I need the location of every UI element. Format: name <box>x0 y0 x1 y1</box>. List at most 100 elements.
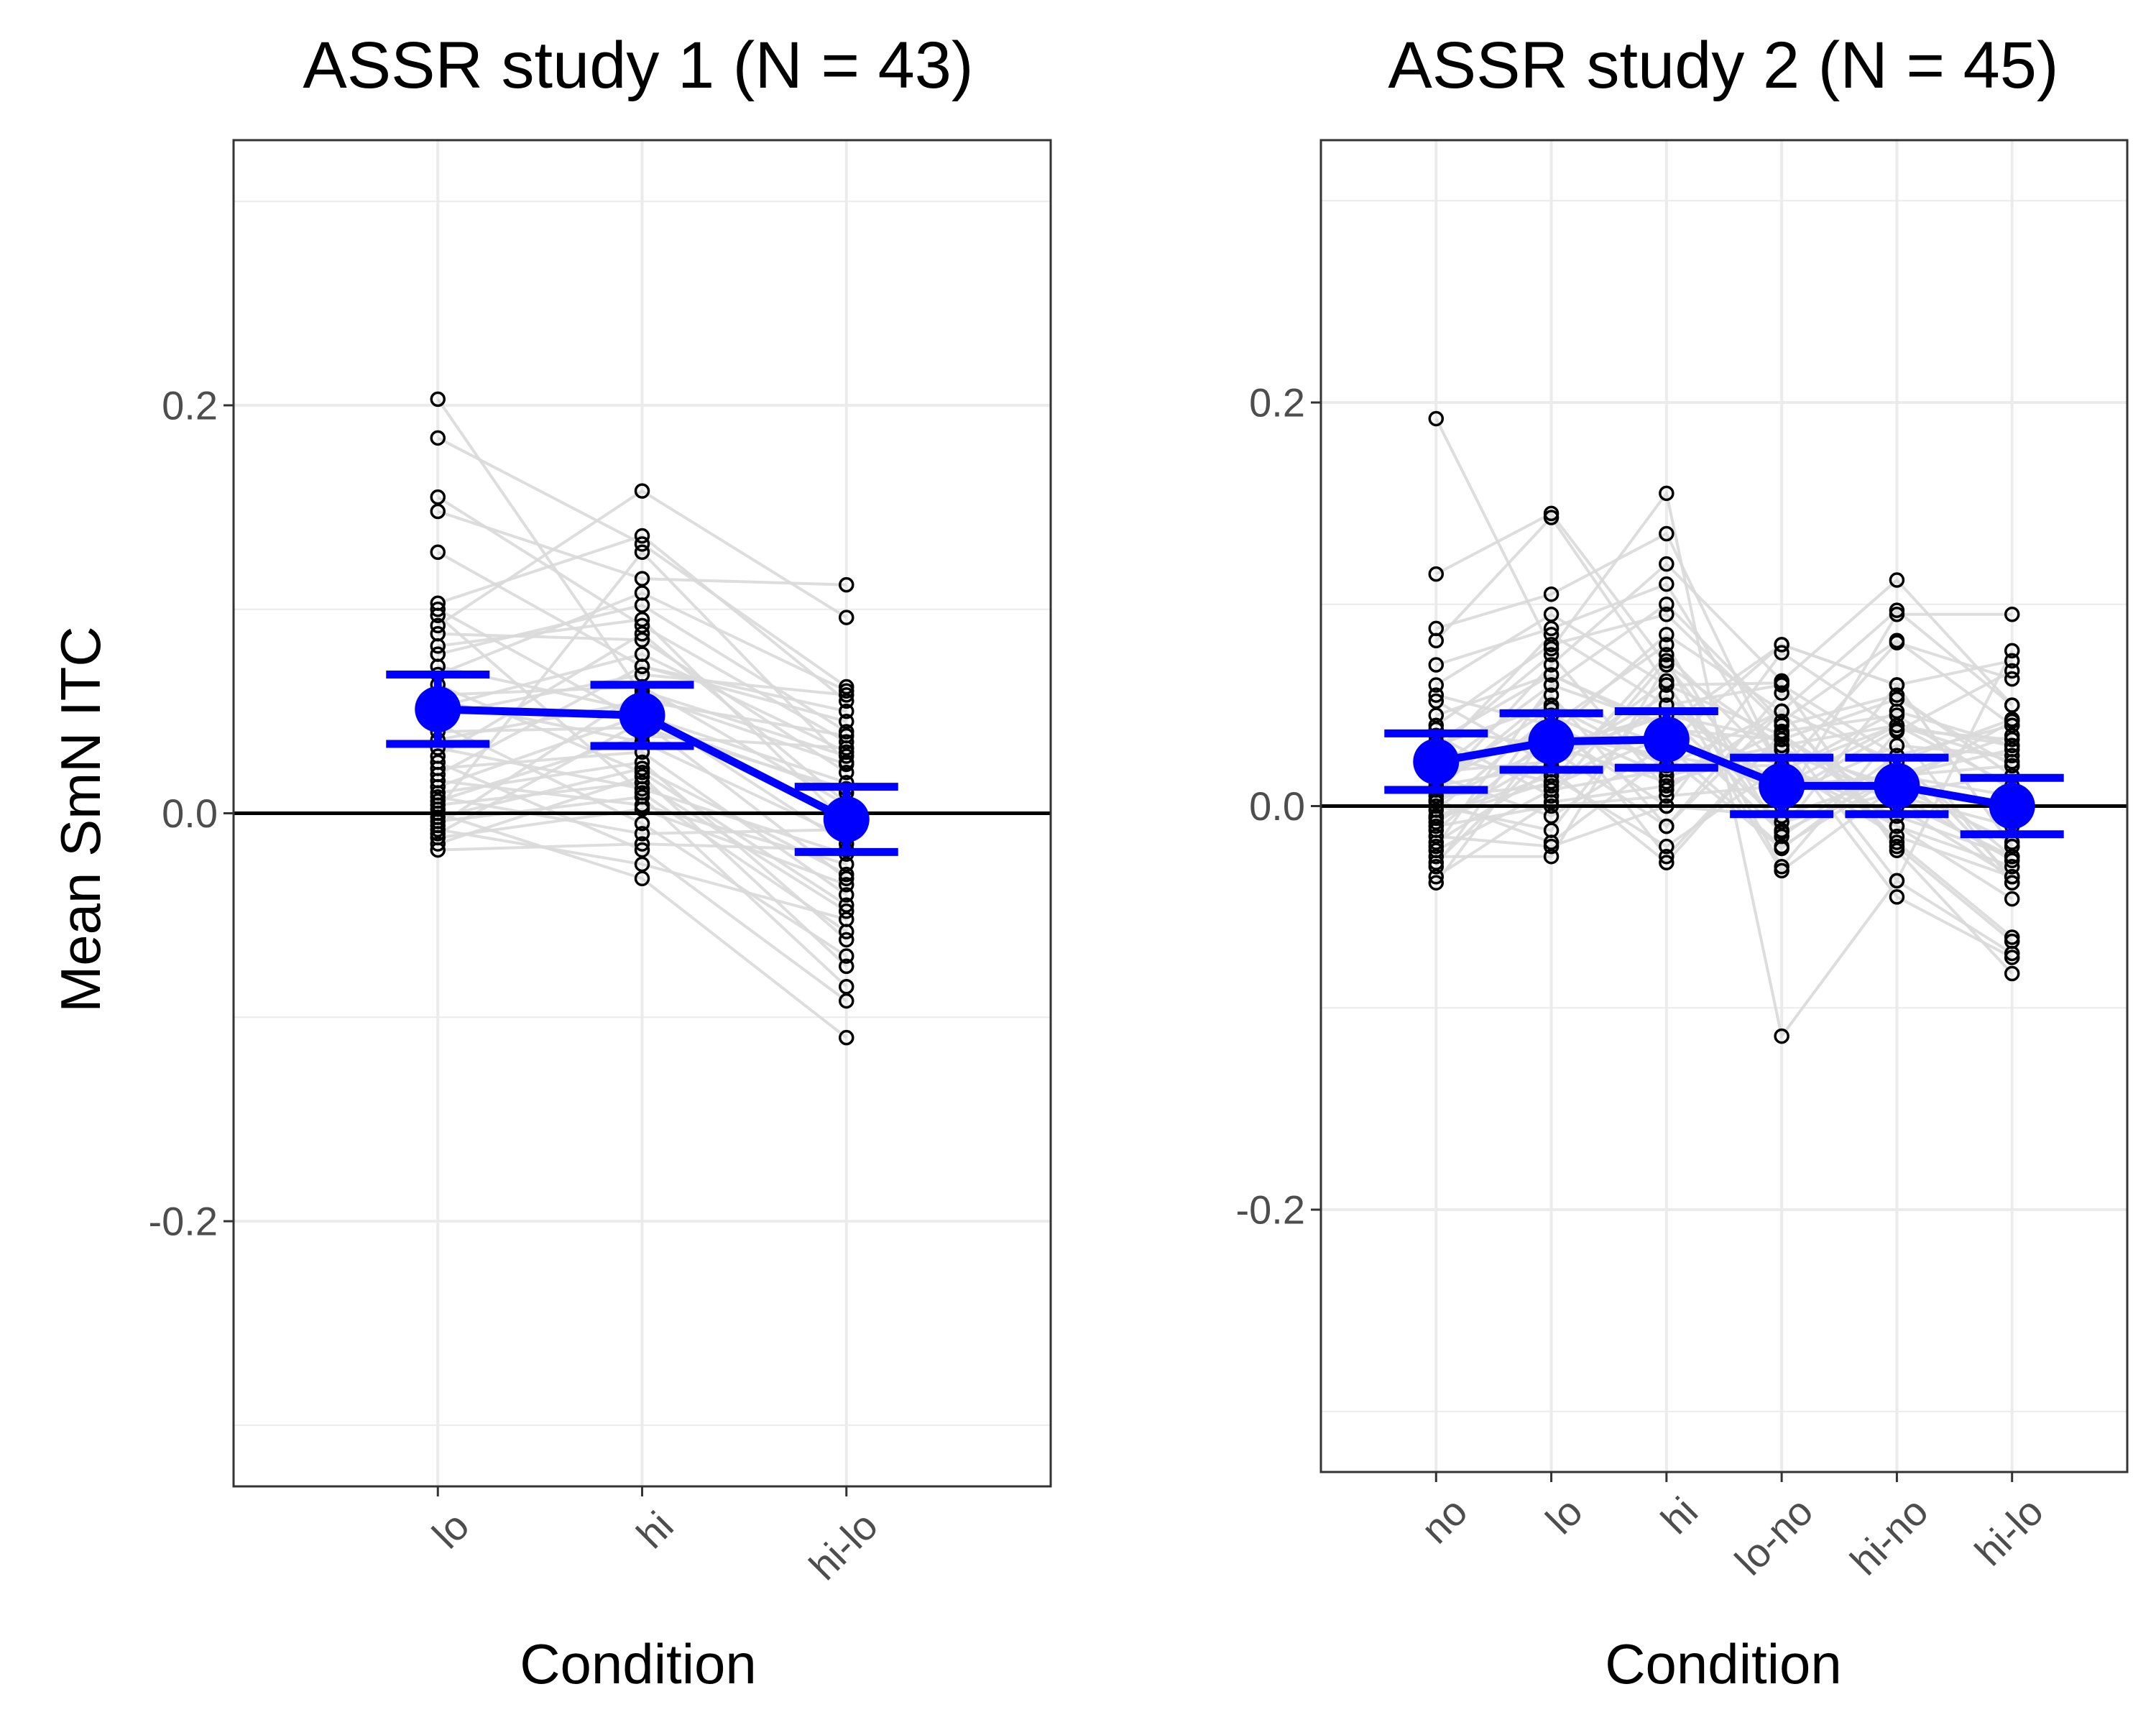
subject-point <box>839 714 854 730</box>
subject-point <box>1543 677 1560 693</box>
subject-point <box>634 768 650 785</box>
y-tick-label: 0.0 <box>162 791 218 836</box>
subject-line <box>436 614 847 933</box>
subject-point <box>634 544 650 561</box>
subject-point <box>1428 810 1445 827</box>
subject-line <box>437 489 847 627</box>
y-axis: -0.2 0.0 0.2 <box>149 382 234 1244</box>
subject-point <box>634 870 650 887</box>
subject-point <box>634 801 650 817</box>
subject-point <box>1659 607 1674 622</box>
mean-point <box>823 796 870 843</box>
mean-point <box>1643 716 1690 763</box>
y-tick-label: 0.0 <box>1249 783 1305 829</box>
summary-series <box>386 671 898 856</box>
subject-point <box>634 775 650 791</box>
subject-line <box>437 795 847 835</box>
subject-point <box>1889 818 1905 834</box>
subject-point <box>1543 647 1560 663</box>
subject-point <box>839 764 854 781</box>
subject-point <box>2004 945 2020 962</box>
subject-point <box>2004 732 2020 748</box>
subject-point <box>2004 671 2020 687</box>
subject-line <box>1435 602 2013 771</box>
subject-point <box>1428 566 1445 582</box>
y-axis: -0.2 0.0 0.2 <box>1236 380 1321 1233</box>
subject-point <box>1889 873 1905 889</box>
subject-point <box>634 842 650 858</box>
subject-point <box>1659 848 1674 865</box>
subject-point <box>1774 703 1789 719</box>
subject-point <box>1889 828 1905 845</box>
subject-point <box>1889 572 1905 588</box>
subject-point <box>430 601 446 617</box>
mean-point <box>1759 763 1805 809</box>
subject-point <box>839 993 854 1009</box>
subject-lines <box>436 398 848 1039</box>
subject-point <box>1543 586 1560 602</box>
subject-point <box>2004 875 2020 891</box>
subject-line <box>438 779 847 866</box>
subject-point <box>1543 510 1560 525</box>
subject-point <box>634 626 650 642</box>
subject-point <box>1428 677 1445 693</box>
subject-point <box>1774 725 1789 742</box>
subject-point <box>839 734 854 750</box>
subject-line <box>436 550 848 811</box>
subject-point <box>1428 410 1445 427</box>
subject-point <box>2004 663 2020 679</box>
subject-point <box>839 703 854 719</box>
subject-point <box>430 836 446 852</box>
subject-point <box>1774 732 1789 748</box>
subject-point <box>1774 677 1789 693</box>
subject-point <box>1659 778 1674 794</box>
subject-point <box>430 489 446 505</box>
subject-line <box>437 673 847 717</box>
subject-point <box>1659 627 1674 643</box>
subject-point <box>839 856 854 873</box>
mean-point <box>1528 718 1575 765</box>
subject-point <box>1428 632 1445 649</box>
subject-point <box>1889 635 1905 650</box>
subject-line <box>1435 707 2013 955</box>
subject-point <box>1543 774 1560 790</box>
subject-point <box>1659 657 1674 673</box>
subject-point <box>430 842 446 858</box>
y-tick-label: 0.2 <box>162 382 218 428</box>
subject-point <box>839 1029 854 1046</box>
subject-point <box>1543 794 1560 810</box>
subject-point <box>1543 607 1560 622</box>
subject-point <box>2004 891 2020 907</box>
subject-point <box>1659 838 1674 855</box>
subject-point <box>1659 818 1674 834</box>
subject-point <box>1659 596 1674 612</box>
mean-point <box>1413 738 1460 785</box>
subject-point <box>839 687 854 703</box>
subject-point <box>430 638 446 654</box>
subject-point <box>1659 485 1674 502</box>
subject-point <box>839 911 854 927</box>
subject-point <box>1428 875 1445 891</box>
subject-point <box>634 617 650 634</box>
subject-line <box>437 811 848 1039</box>
subject-point <box>634 528 650 544</box>
subject-line <box>437 828 847 921</box>
mean-point <box>1874 763 1920 809</box>
subject-point <box>1659 788 1674 804</box>
subject-point <box>1428 848 1445 865</box>
subject-point <box>1428 858 1445 875</box>
subject-point <box>634 632 650 648</box>
subject-point <box>1889 737 1905 754</box>
subject-point <box>1889 889 1905 905</box>
subject-point <box>839 866 854 883</box>
subject-point <box>839 610 854 625</box>
subject-point <box>1774 840 1789 857</box>
subject-point <box>1889 607 1905 622</box>
subject-point <box>1543 667 1560 683</box>
subject-point <box>2004 869 2020 885</box>
subject-point <box>839 958 854 975</box>
subject-point <box>2004 858 2020 875</box>
subject-line <box>437 510 847 586</box>
subject-point <box>1774 637 1789 653</box>
subject-line <box>1435 511 2013 959</box>
